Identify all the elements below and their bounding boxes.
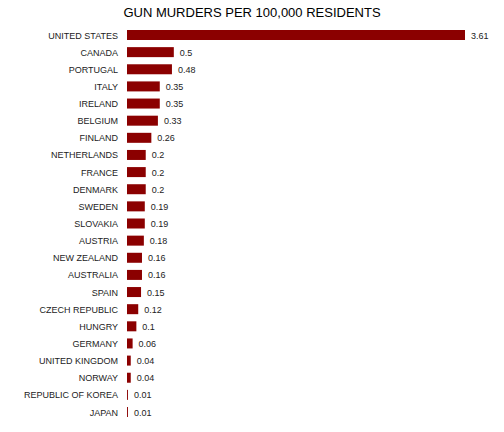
- bar: [127, 81, 160, 91]
- data-label: 0.12: [144, 305, 162, 315]
- bar: [127, 253, 142, 263]
- category-label: AUSTRALIA: [68, 270, 118, 280]
- category-label: NEW ZEALAND: [53, 253, 119, 263]
- bar: [127, 373, 131, 383]
- data-label: 0.33: [164, 116, 182, 126]
- bar: [127, 338, 133, 348]
- category-label: CANADA: [80, 48, 118, 58]
- category-label: NORWAY: [79, 373, 118, 383]
- data-label: 0.15: [147, 288, 165, 298]
- chart-svg: GUN MURDERS PER 100,000 RESIDENTS UNITED …: [0, 0, 504, 432]
- category-label: JAPAN: [90, 408, 118, 418]
- data-label: 0.2: [152, 168, 165, 178]
- data-label: 0.04: [137, 373, 155, 383]
- data-label: 0.04: [137, 356, 155, 366]
- category-label: AUSTRIA: [79, 236, 118, 246]
- data-label: 3.61: [471, 31, 489, 41]
- category-label: ITALY: [94, 82, 118, 92]
- data-label: 0.19: [151, 202, 169, 212]
- category-label: FINLAND: [79, 133, 118, 143]
- bar: [127, 167, 146, 177]
- data-label: 0.01: [134, 408, 152, 418]
- category-label: BELGIUM: [77, 116, 118, 126]
- category-label: IRELAND: [79, 99, 119, 109]
- bar: [127, 99, 160, 109]
- bar: [127, 47, 174, 57]
- bar: [127, 64, 172, 74]
- bar: [127, 201, 145, 211]
- bar: [127, 356, 131, 366]
- category-label: FRANCE: [81, 168, 118, 178]
- category-label: UNITED STATES: [48, 31, 118, 41]
- data-label: 0.01: [134, 390, 152, 400]
- bar: [127, 116, 158, 126]
- bar: [127, 133, 151, 143]
- data-label: 0.18: [150, 236, 168, 246]
- category-label: CZECH REPUBLIC: [39, 305, 118, 315]
- data-label: 0.48: [178, 65, 196, 75]
- data-label: 0.1: [142, 322, 155, 332]
- bar: [127, 219, 145, 229]
- title: GUN MURDERS PER 100,000 RESIDENTS: [123, 5, 381, 20]
- bar: [127, 304, 138, 314]
- bar: [127, 30, 465, 40]
- category-label: SPAIN: [92, 288, 118, 298]
- category-label: HUNGRY: [79, 322, 118, 332]
- category-label: DENMARK: [73, 185, 118, 195]
- category-label: NETHERLANDS: [51, 150, 118, 160]
- category-label: UNITED KINGDOM: [39, 356, 118, 366]
- bar: [127, 236, 144, 246]
- category-label: SWEDEN: [78, 202, 118, 212]
- bar: [127, 390, 128, 400]
- bar: [127, 287, 141, 297]
- data-label: 0.06: [139, 339, 157, 349]
- bar: [127, 150, 146, 160]
- bar: [127, 184, 146, 194]
- category-label: GERMANY: [72, 339, 118, 349]
- bar: [127, 270, 142, 280]
- bars: [127, 30, 465, 417]
- data-label: 0.16: [148, 270, 166, 280]
- data-label: 0.16: [148, 253, 166, 263]
- category-label: REPUBLIC OF KOREA: [24, 390, 118, 400]
- category-label: SLOVAKIA: [74, 219, 118, 229]
- data-label: 0.26: [157, 133, 175, 143]
- data-label: 0.2: [152, 185, 165, 195]
- data-label: 0.5: [180, 48, 193, 58]
- data-label: 0.35: [166, 99, 184, 109]
- data-label: 0.35: [166, 82, 184, 92]
- bar: [127, 321, 136, 331]
- bar: [127, 407, 128, 417]
- chart-container: GUN MURDERS PER 100,000 RESIDENTS UNITED …: [0, 0, 504, 432]
- data-label: 0.2: [152, 150, 165, 160]
- data-label: 0.19: [151, 219, 169, 229]
- category-label: PORTUGAL: [69, 65, 118, 75]
